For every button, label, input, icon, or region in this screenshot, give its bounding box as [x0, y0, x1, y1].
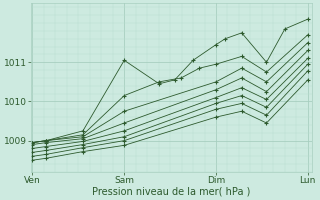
- X-axis label: Pression niveau de la mer( hPa ): Pression niveau de la mer( hPa ): [92, 187, 251, 197]
